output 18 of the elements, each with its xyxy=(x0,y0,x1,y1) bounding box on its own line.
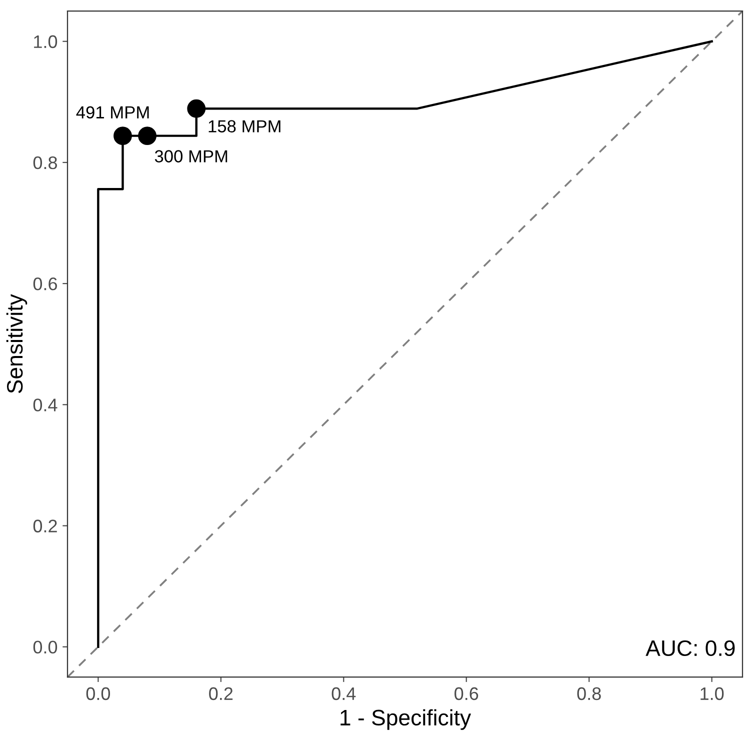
annotation: 491 MPM xyxy=(76,106,149,119)
x-axis-title: 1 - Specificity xyxy=(340,709,472,730)
y-axis-title: Sensitivity xyxy=(6,294,28,394)
y-tick-label: 1.0 xyxy=(34,35,58,48)
annotation: 158 MPM xyxy=(208,120,280,132)
annotation: AUC: 0.9 xyxy=(646,640,735,656)
y-tick-label: 0.8 xyxy=(33,156,57,170)
x-tick-label: 0.2 xyxy=(209,687,233,700)
x-tick-label: 0.8 xyxy=(577,687,601,700)
annotation: 300 MPM xyxy=(154,150,228,162)
x-tick-label: 0.4 xyxy=(332,687,356,700)
y-tick-label: 0.6 xyxy=(33,277,57,290)
x-tick-label: 0.0 xyxy=(86,687,110,700)
x-tick-label: 0.6 xyxy=(454,687,478,700)
y-tick-label: 0.2 xyxy=(33,520,57,532)
y-tick-label: 0.4 xyxy=(33,398,58,412)
x-tick-label: 1.0 xyxy=(700,687,724,700)
y-tick-label: 0.0 xyxy=(33,640,58,654)
